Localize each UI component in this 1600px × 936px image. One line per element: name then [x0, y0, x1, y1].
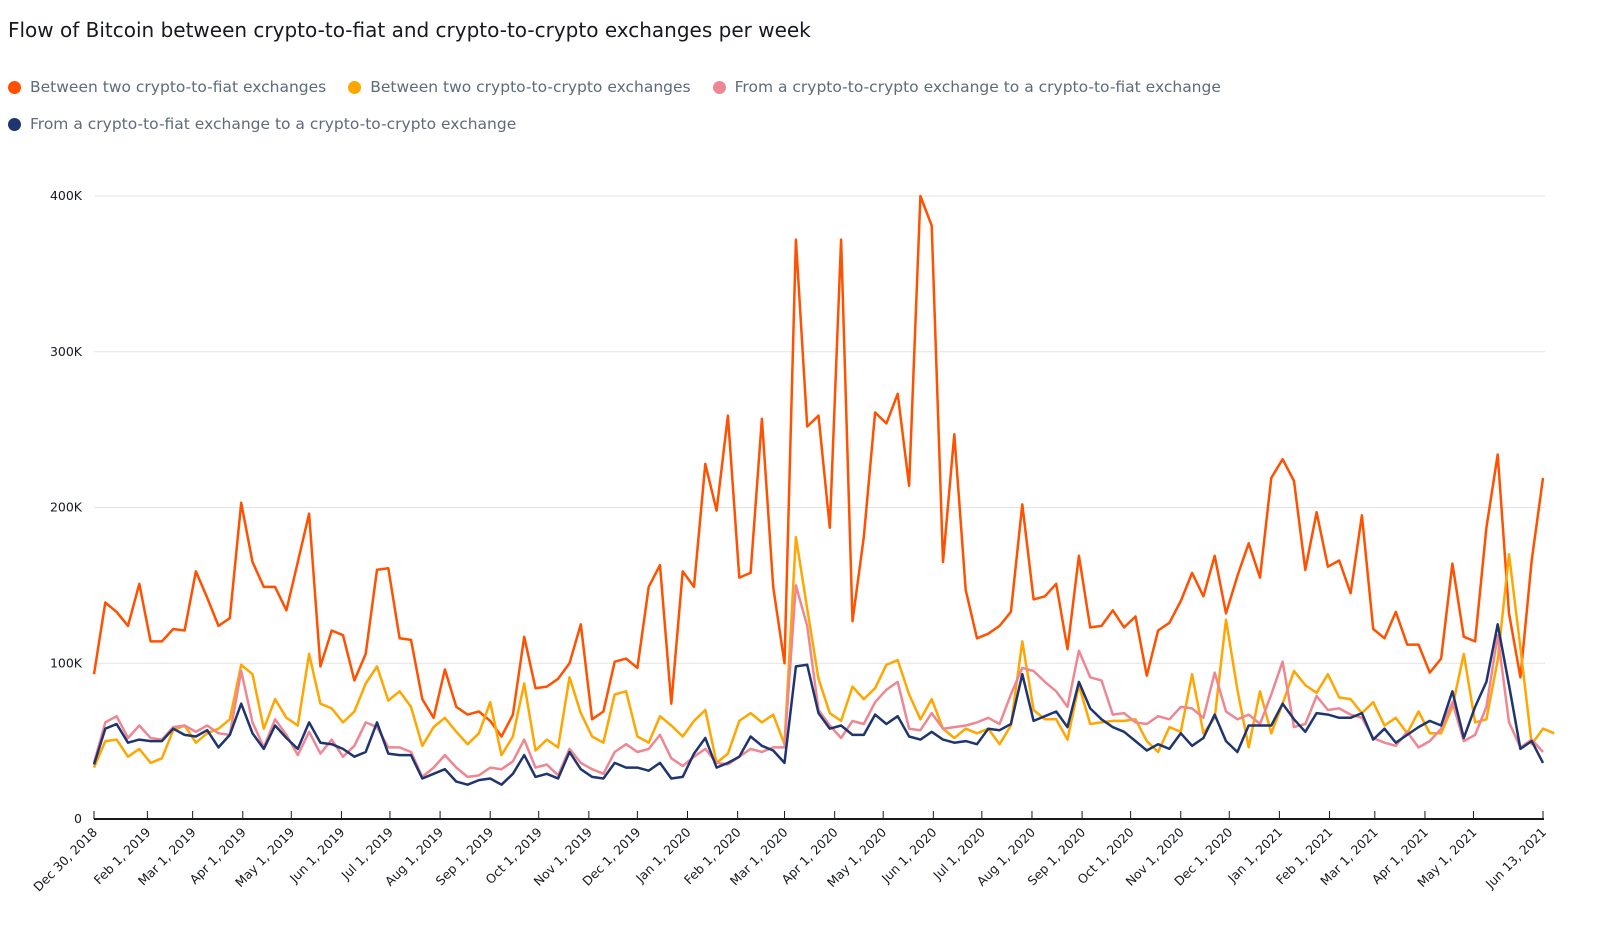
legend-label: Between two crypto-to-crypto exchanges [370, 78, 691, 96]
series-dot-icon [8, 117, 21, 131]
chart-legend: Between two crypto-to-fiat exchanges Bet… [8, 74, 1568, 148]
legend-item-crypto-crypto-to-crypto-crypto[interactable]: Between two crypto-to-crypto exchanges [348, 78, 691, 96]
series-lines [92, 194, 1555, 786]
series-dot-icon [348, 80, 362, 94]
legend-item-crypto-crypto-to-crypto-fiat[interactable]: From a crypto-to-crypto exchange to a cr… [712, 78, 1221, 96]
y-tick-label: 400K [50, 188, 83, 203]
series-dot-icon [8, 80, 21, 94]
x-tick-label: Dec 30, 2018 [30, 824, 100, 894]
legend-label: From a crypto-to-fiat exchange to a cryp… [30, 115, 517, 133]
series-line-0[interactable] [92, 194, 1545, 738]
series-dot-icon [712, 80, 726, 94]
y-tick-label: 0 [74, 811, 82, 826]
gridlines [94, 195, 1545, 664]
y-axis: 0 100K 200K 300K 400K [50, 188, 83, 826]
legend-row-1: Between two crypto-to-fiat exchanges Bet… [8, 74, 1568, 100]
x-tick-label: Jun 13, 2021 [1482, 825, 1549, 892]
legend-item-crypto-fiat-to-crypto-crypto[interactable]: From a crypto-to-fiat exchange to a cryp… [8, 115, 516, 133]
chart-title: Flow of Bitcoin between crypto-to-fiat a… [8, 18, 811, 42]
series-line-1[interactable] [92, 535, 1555, 769]
legend-row-2: From a crypto-to-fiat exchange to a cryp… [8, 111, 1568, 137]
legend-label: Between two crypto-to-fiat exchanges [30, 78, 327, 96]
y-tick-label: 200K [50, 500, 83, 515]
y-tick-label: 100K [50, 655, 83, 670]
legend-item-crypto-fiat-to-crypto-fiat[interactable]: Between two crypto-to-fiat exchanges [8, 78, 326, 96]
y-tick-label: 300K [50, 344, 83, 359]
series-line-3[interactable] [92, 623, 1545, 786]
legend-label: From a crypto-to-crypto exchange to a cr… [734, 78, 1221, 96]
